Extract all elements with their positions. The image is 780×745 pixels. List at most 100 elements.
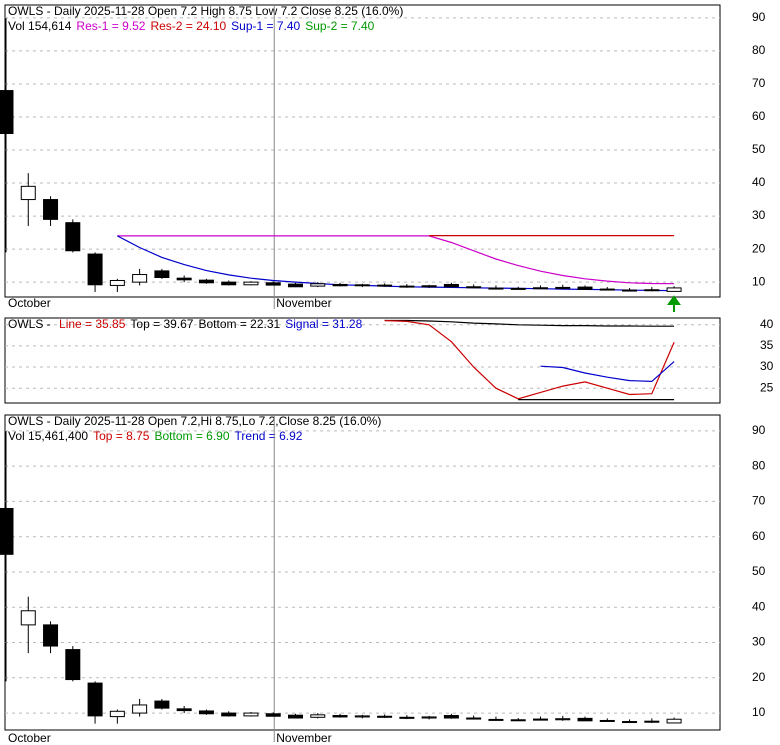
candle-body	[65, 222, 81, 252]
y-tick-label: 30	[752, 208, 766, 222]
candle-body	[332, 715, 348, 718]
y-tick-label: 40	[752, 599, 766, 613]
indicator-panel-frame	[4, 317, 721, 404]
y-tick-label: 40	[760, 317, 774, 331]
candle-body	[43, 199, 59, 220]
price-panel-frame	[4, 4, 721, 298]
candle-body	[399, 716, 415, 719]
header-item: Vol 154,614	[8, 19, 72, 33]
candle-body	[488, 718, 504, 721]
candle-body	[354, 284, 370, 287]
y-tick-label: 80	[752, 43, 766, 57]
candle-body	[577, 717, 593, 722]
candle-body	[466, 717, 482, 720]
candle-body	[310, 283, 326, 287]
x-tick-label: October	[8, 296, 51, 310]
candle-body	[288, 714, 304, 719]
header-line: OWLS - Daily 2025-11-28 Open 7.2,Hi 8.75…	[8, 414, 381, 428]
y-tick-label: 30	[760, 359, 774, 373]
candle-body	[443, 283, 459, 288]
y-tick-label: 50	[752, 564, 766, 578]
candle-body	[243, 712, 259, 717]
candle-body	[666, 718, 682, 724]
candle-body	[622, 289, 638, 292]
candle-body	[354, 715, 370, 718]
candle-body	[176, 708, 192, 712]
candle-body	[265, 713, 281, 717]
y-tick-label: 30	[752, 635, 766, 649]
candle-body	[43, 624, 59, 647]
candle-body	[510, 287, 526, 290]
candle-body	[265, 282, 281, 286]
header-line: OWLS - Line = 35.85 Top = 39.67 Bottom = 2…	[8, 317, 363, 331]
header-item: Top = 39.67	[130, 317, 193, 331]
header-item: Line = 35.85	[59, 317, 126, 331]
candle-body	[87, 682, 103, 717]
header-item: Vol 15,461,400	[8, 429, 88, 443]
candle-body	[0, 90, 14, 134]
header-line: Vol 154,614 Res-1 = 9.52 Res-2 = 24.10 Sup-…	[8, 19, 375, 33]
y-tick-label: 40	[752, 175, 766, 189]
header-item: Res-1 = 9.52	[76, 19, 145, 33]
header-item: Bottom = 22.31	[198, 317, 280, 331]
header-item: OWLS -	[8, 317, 54, 331]
candle-body	[622, 721, 638, 724]
y-tick-label: 90	[752, 423, 766, 437]
y-tick-label: 10	[752, 705, 766, 719]
candle-body	[488, 287, 504, 290]
y-tick-label: 80	[752, 458, 766, 472]
y-tick-label: 70	[752, 76, 766, 90]
y-tick-label: 35	[760, 338, 774, 352]
candle-body	[443, 715, 459, 719]
header-item: Signal = 31.28	[285, 317, 362, 331]
candle-body	[65, 649, 81, 681]
candle-body	[243, 281, 259, 286]
x-tick-label: November	[276, 731, 331, 745]
candle-body	[221, 712, 237, 717]
header-item: OWLS - Daily 2025-11-28 Open 7.2 High 8.…	[8, 4, 403, 18]
indicator-line	[540, 361, 675, 383]
header-item: Res-2 = 24.10	[150, 19, 226, 33]
y-tick-label: 60	[752, 529, 766, 543]
candle-body	[644, 720, 660, 723]
header-item: Trend = 6.92	[235, 429, 303, 443]
candle-body	[644, 289, 660, 292]
candle-body	[555, 286, 571, 289]
candle-body	[310, 714, 326, 718]
candle-body	[20, 185, 36, 201]
candle-body	[399, 285, 415, 288]
candle-body	[132, 704, 148, 714]
y-tick-label: 20	[752, 670, 766, 684]
candle-body	[332, 283, 348, 287]
candle-body	[421, 716, 437, 719]
header-item: Sup-1 = 7.40	[231, 19, 300, 33]
y-tick-label: 70	[752, 494, 766, 508]
candle-body	[221, 281, 237, 286]
y-tick-label: 90	[752, 10, 766, 24]
candle-body	[599, 288, 615, 291]
candle-body	[599, 719, 615, 722]
candle-body	[132, 274, 148, 283]
candle-body	[176, 277, 192, 281]
header-line: Vol 15,461,400 Top = 8.75 Bottom = 6.90 Tre…	[8, 429, 303, 443]
candle-body	[421, 285, 437, 288]
candle-body	[555, 718, 571, 721]
y-tick-label: 25	[760, 380, 774, 394]
candle-body	[532, 287, 548, 290]
x-tick-label: October	[8, 731, 51, 745]
candle-body	[466, 286, 482, 289]
header-item: OWLS - Daily 2025-11-28 Open 7.2,Hi 8.75…	[8, 414, 381, 428]
y-tick-label: 50	[752, 142, 766, 156]
header-item: Sup-2 = 7.40	[305, 19, 374, 33]
indicator-line	[117, 235, 675, 285]
candle-body	[198, 279, 214, 284]
y-tick-label: 60	[752, 109, 766, 123]
candle-body	[154, 700, 170, 709]
candle-body	[87, 253, 103, 286]
x-tick-label: November	[276, 296, 331, 310]
candle-body	[0, 507, 14, 555]
candle-body	[510, 719, 526, 722]
candle-body	[109, 710, 125, 718]
candle-body	[377, 284, 393, 287]
